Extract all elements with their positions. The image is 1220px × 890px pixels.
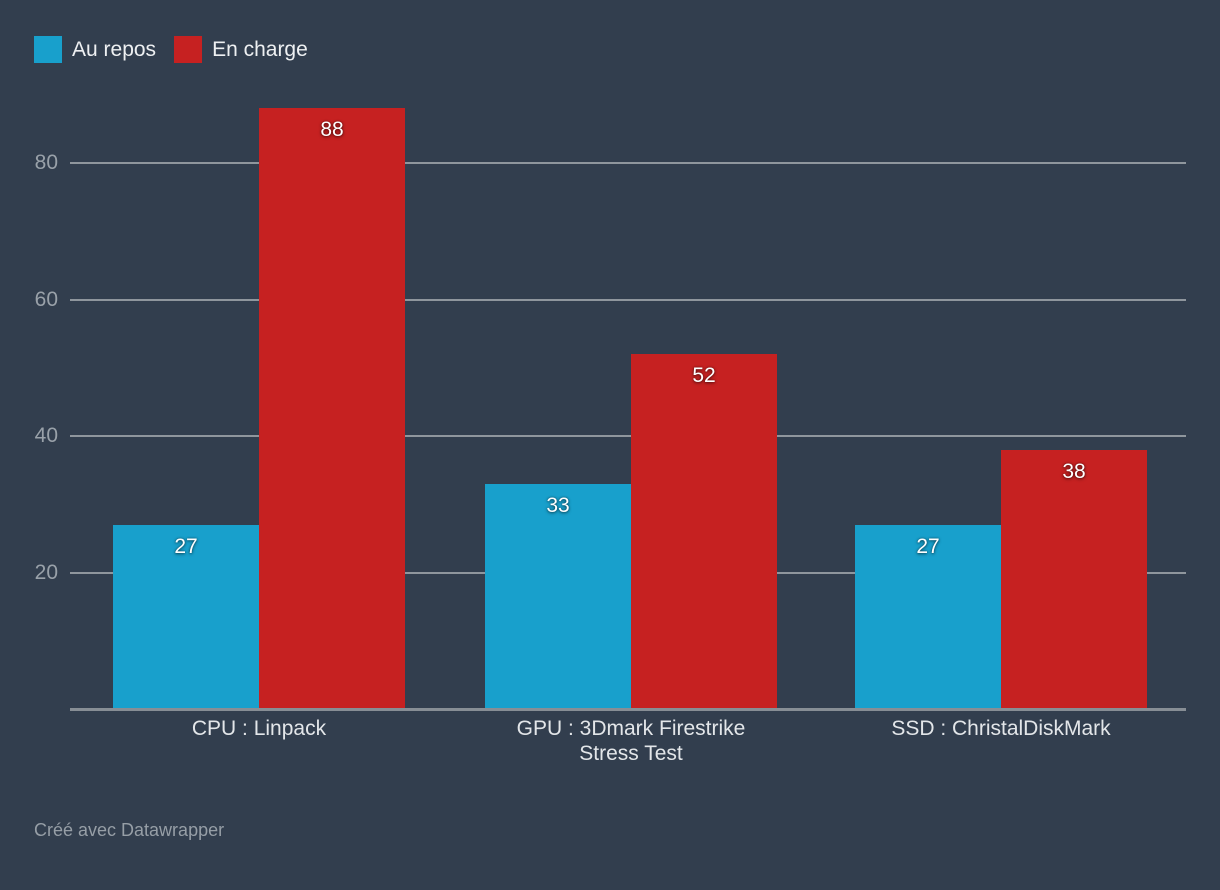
y-axis-tick-label-60: 60 [34,287,58,311]
legend-item-en-charge: En charge [174,36,308,63]
y-axis-tick-label-20: 20 [34,560,58,584]
bar-en-charge-cpu-linpack: 88 [259,108,405,709]
legend-label-au-repos: Au repos [72,38,157,61]
bar-value-label: 52 [692,364,716,387]
bar-value-label: 33 [546,494,570,517]
legend-item-au-repos: Au repos [34,36,156,63]
x-axis-category-label-ssd-christaldiskmark: SSD : ChristalDiskMark [891,717,1111,740]
legend-swatch-au-repos [34,36,62,63]
legend-swatch-en-charge [174,36,203,63]
bar-en-charge-ssd-christaldiskmark: 38 [1001,450,1147,709]
y-axis-tick-label-80: 80 [34,151,58,174]
legend-label-en-charge: En charge [212,38,308,61]
bar-au-repos-gpu-3dmark-firestrike: 33 [485,484,631,709]
bar-value-label: 38 [1062,460,1086,483]
gridline-60 [70,298,1186,301]
bar-au-repos-cpu-linpack: 27 [113,525,259,709]
bar-au-repos-ssd-christaldiskmark: 27 [855,525,1001,709]
x-axis-line [70,708,1186,711]
bar-en-charge-gpu-3dmark-firestrike: 52 [631,354,777,709]
y-axis-tick-label-40: 40 [34,424,58,447]
bar-value-label: 27 [174,535,198,558]
x-axis-category-label-gpu-3dmark-firestrike: GPU : 3Dmark Firestrike Stress Test [516,717,746,765]
x-axis-category-label-cpu-linpack: CPU : Linpack [191,717,327,740]
legend: Au repos En charge [34,36,308,63]
gridline-80 [70,162,1186,164]
gridline-40 [70,435,1186,437]
datawrapper-credit: Créé avec Datawrapper [34,820,225,840]
bar-value-label: 88 [320,118,344,141]
bar-value-label: 27 [916,535,940,558]
